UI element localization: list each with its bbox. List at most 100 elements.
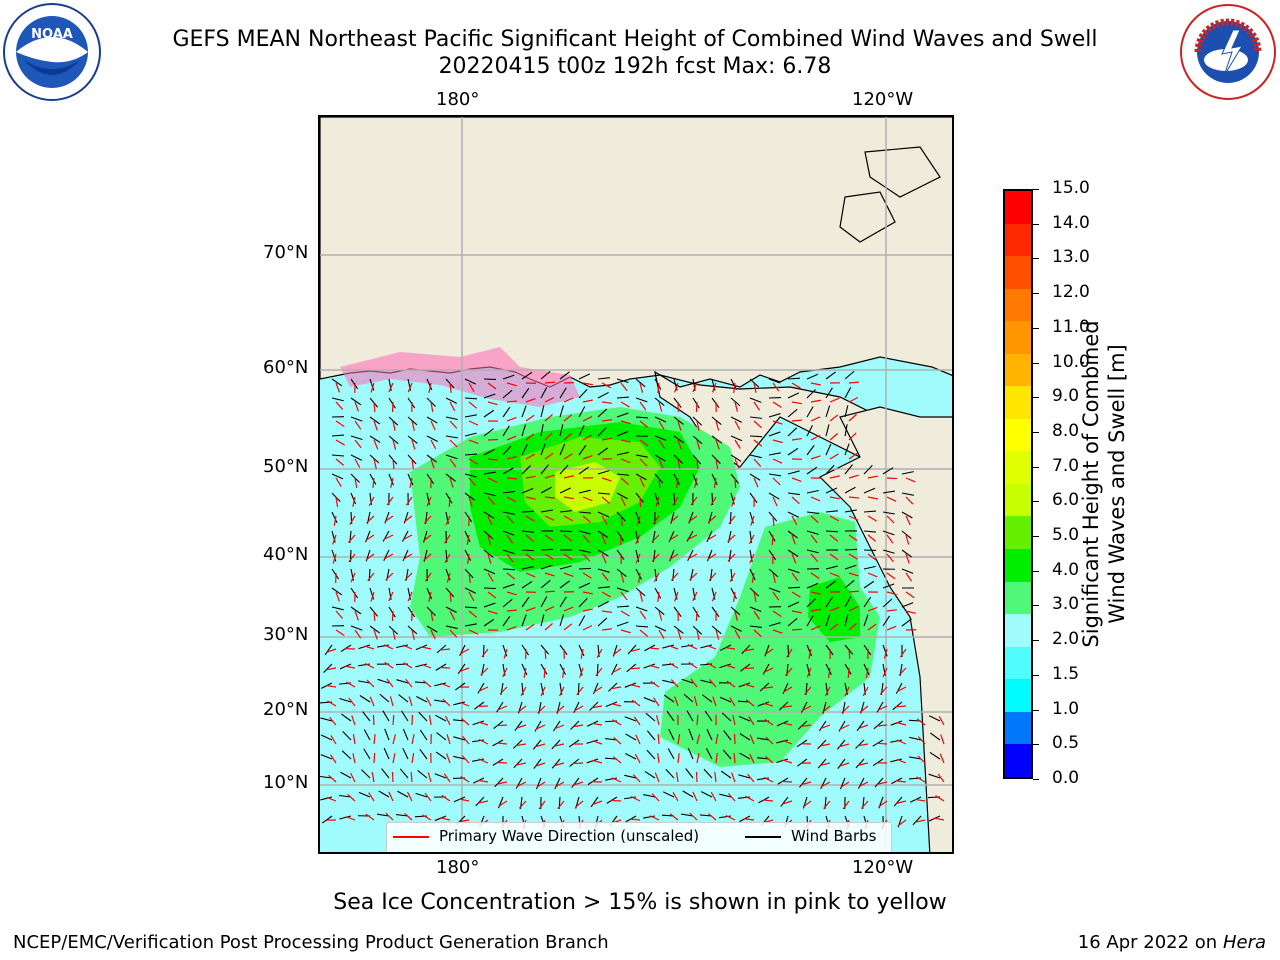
- wave-direction-arrow: [886, 534, 894, 544]
- wind-barb: [683, 693, 694, 703]
- wave-direction-arrow: [753, 420, 762, 429]
- wave-direction-arrow: [734, 477, 737, 489]
- sea-ice-region: [340, 347, 580, 407]
- wave-direction-arrow: [711, 382, 717, 393]
- colorbar-tickmark: [1033, 466, 1039, 468]
- wind-barb: [398, 694, 409, 703]
- wave-direction-arrow: [444, 715, 451, 726]
- wind-barb: [825, 443, 832, 456]
- wind-barb: [825, 424, 830, 437]
- wind-barb: [681, 644, 694, 648]
- wind-barb: [559, 487, 572, 494]
- wave-direction-arrow: [496, 724, 508, 727]
- wind-barb: [837, 758, 846, 769]
- wind-barb: [320, 754, 333, 760]
- wave-direction-arrow: [886, 553, 894, 563]
- wind-barb: [426, 435, 438, 442]
- wave-direction-arrow: [468, 477, 476, 486]
- colorbar-tick-label: 13.0: [1052, 247, 1090, 268]
- wave-direction-arrow: [710, 791, 717, 802]
- wind-barb: [699, 814, 713, 817]
- wave-direction-arrow: [335, 382, 341, 393]
- wind-barb: [616, 412, 629, 418]
- wave-direction-arrow: [848, 396, 859, 403]
- wave-direction-arrow: [733, 382, 736, 393]
- wave-direction-arrow: [753, 382, 757, 393]
- wave-direction-arrow: [783, 686, 793, 693]
- wave-direction-arrow: [771, 534, 774, 546]
- wind-barb: [863, 487, 876, 494]
- wind-barb: [493, 720, 504, 729]
- wind-barb: [776, 758, 789, 764]
- wind-barb: [445, 568, 451, 581]
- wave-direction-arrow: [468, 572, 471, 583]
- wind-barb: [719, 663, 732, 669]
- wave-direction-arrow: [886, 496, 897, 502]
- wave-direction-arrow: [327, 700, 337, 707]
- wind-barb: [806, 549, 819, 554]
- wave-direction-arrow: [392, 714, 395, 726]
- wave-direction-arrow: [791, 610, 802, 614]
- wave-direction-arrow: [538, 800, 546, 810]
- wind-barb: [901, 602, 914, 608]
- wave-direction-arrow: [658, 477, 661, 489]
- wave-direction-arrows-layer: [325, 381, 945, 830]
- wave-direction-arrow: [772, 591, 780, 601]
- wind-barb: [749, 473, 761, 481]
- wave-direction-arrow: [611, 777, 622, 783]
- wave-direction-arrow: [407, 382, 413, 393]
- wave-direction-arrow: [506, 534, 514, 544]
- wave-direction-arrow: [563, 496, 574, 500]
- wave-direction-arrow: [383, 534, 394, 540]
- wind-barb: [464, 623, 477, 627]
- wave-direction-arrow: [658, 401, 663, 412]
- wave-direction-arrow: [711, 591, 717, 602]
- wave-direction-arrow: [829, 397, 840, 403]
- lat-label-20n: 20°N: [263, 699, 309, 720]
- wave-direction-arrow: [409, 477, 413, 488]
- wave-direction-arrow: [525, 553, 535, 561]
- wave-direction-arrow: [459, 648, 470, 655]
- wave-direction-arrow: [895, 705, 907, 708]
- wind-barb: [502, 644, 508, 657]
- wind-barb: [483, 471, 496, 475]
- wind-barb: [806, 489, 819, 494]
- wave-direction-arrow: [345, 815, 356, 821]
- wave-direction-arrow: [886, 572, 896, 580]
- wind-barb: [369, 416, 381, 425]
- wind-barb: [477, 682, 485, 694]
- wind-barb: [909, 756, 922, 760]
- wind-barb: [806, 598, 816, 608]
- wave-direction-arrow: [410, 771, 413, 783]
- wave-direction-arrow: [386, 678, 394, 688]
- wind-barb: [483, 568, 496, 575]
- wind-barb: [331, 511, 338, 524]
- wind-barb: [818, 720, 827, 732]
- wave-direction-arrow: [639, 458, 648, 467]
- wind-barb: [882, 530, 895, 536]
- wave-direction-arrow: [820, 743, 831, 747]
- wind-barb: [388, 397, 396, 409]
- wave-direction-arrow: [753, 629, 762, 638]
- wind-barb: [540, 548, 554, 551]
- wave-direction-arrow: [862, 686, 869, 697]
- wave-direction-arrow: [791, 401, 802, 405]
- wind-barb: [797, 758, 808, 767]
- wind-barb: [445, 625, 458, 630]
- wind-barb: [578, 388, 588, 399]
- wind-barb: [578, 663, 583, 676]
- colorbar-tickmark: [1033, 570, 1039, 572]
- wave-direction-arrow: [601, 610, 612, 613]
- colorbar-segment: [1005, 321, 1031, 354]
- wave-direction-arrow: [478, 800, 489, 804]
- wave-direction-arrow: [468, 496, 473, 507]
- wave-direction-arrow: [657, 733, 660, 745]
- wind-barb: [358, 680, 371, 684]
- wave-direction-arrow: [745, 699, 755, 707]
- wave-direction-arrow: [601, 628, 612, 631]
- wave-direction-arrow: [639, 439, 649, 447]
- wind-barb: [512, 739, 523, 749]
- bottom-lon-label-120w: 120°W: [852, 857, 914, 878]
- wind-barb: [863, 530, 877, 533]
- wave-direction-arrow: [554, 724, 565, 730]
